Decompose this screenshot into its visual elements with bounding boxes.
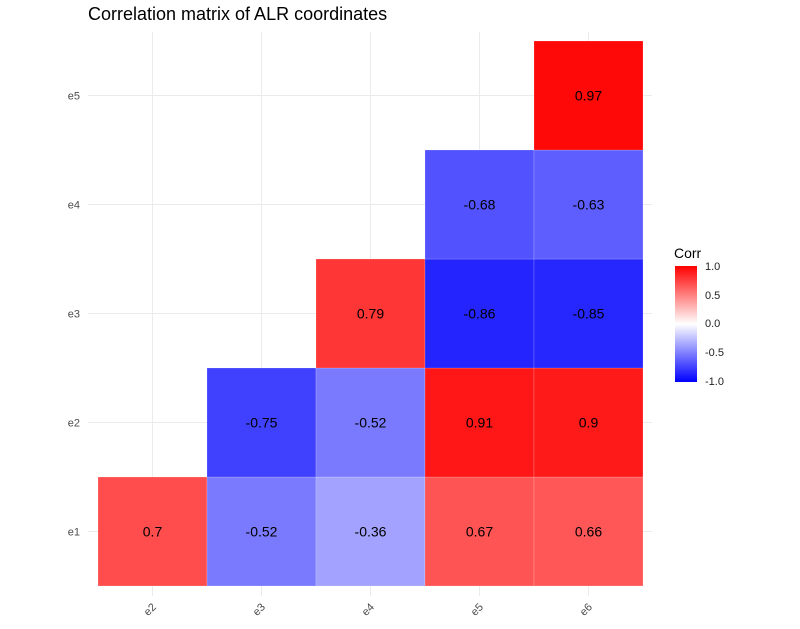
cell-value-label: 0.97 <box>575 88 602 104</box>
heatmap-cell-e2-e1 <box>97 476 208 587</box>
legend-title: Corr <box>674 245 702 261</box>
y-tick-label: e5 <box>68 91 80 103</box>
cell-value-label: -0.36 <box>355 524 387 540</box>
legend-tick-label: -1.0 <box>705 376 724 388</box>
heatmap-cell-e3-e2 <box>206 367 317 478</box>
cell-value-labels: 0.7 -0.52 -0.36 0.67 0.66 -0.75 -0.52 0.91 0.9 0.… <box>143 88 605 540</box>
cell-value-label: 0.7 <box>143 524 163 540</box>
legend-tick-label: -0.5 <box>705 347 724 359</box>
heatmap-cell-e6-e1 <box>533 476 644 587</box>
cell-value-label: -0.68 <box>464 197 496 213</box>
y-tick-label: e1 <box>68 527 80 539</box>
heatmap-cell-e4-e2 <box>315 367 426 478</box>
x-tick-label: e5 <box>469 601 486 618</box>
x-tick-label: e2 <box>142 601 159 618</box>
axis-tick-labels: e1 e2 e3 e4 e5 e2 e3 e4 e5 e6 <box>68 91 595 619</box>
cell-value-label: 0.79 <box>357 306 384 322</box>
cell-value-label: 0.9 <box>579 415 599 431</box>
cell-value-label: -0.63 <box>573 197 605 213</box>
cell-value-label: 0.66 <box>575 524 602 540</box>
legend-color-bar <box>675 266 697 382</box>
heatmap-cell-e4-e3 <box>315 258 426 369</box>
legend-tick-label: 1.0 <box>705 261 721 273</box>
cell-value-label: 0.91 <box>466 415 493 431</box>
heatmap-cell-e6-e5 <box>533 40 644 151</box>
legend-tick-label: 0.5 <box>705 290 721 302</box>
chart-title: Correlation matrix of ALR coordinates <box>88 4 388 24</box>
cell-value-label: -0.86 <box>464 306 496 322</box>
cell-value-label: -0.52 <box>246 524 278 540</box>
y-tick-label: e3 <box>68 309 80 321</box>
cell-value-label: -0.52 <box>355 415 387 431</box>
heatmap-cell-e5-e2 <box>424 367 535 478</box>
y-tick-label: e2 <box>68 418 80 430</box>
cell-value-label: -0.85 <box>573 306 605 322</box>
legend-tick-label: 0.0 <box>705 318 721 330</box>
heatmap-cell-e5-e1 <box>424 476 535 587</box>
heatmap-cell-e6-e4 <box>533 149 644 260</box>
x-tick-label: e3 <box>251 601 268 618</box>
heatmap-cell-e3-e1 <box>206 476 317 587</box>
cell-value-label: 0.67 <box>466 524 493 540</box>
x-tick-label: e6 <box>578 601 595 618</box>
heatmap-cell-e5-e3 <box>424 258 535 369</box>
cell-value-label: -0.75 <box>246 415 278 431</box>
heatmap-cell-e6-e2 <box>533 367 644 478</box>
heatmap-cell-e5-e4 <box>424 149 535 260</box>
x-tick-label: e4 <box>360 601 377 618</box>
heatmap-cell-e6-e3 <box>533 258 644 369</box>
color-legend: Corr 1.0 0.5 0.0 -0.5 -1.0 <box>674 245 724 388</box>
heatmap-cell-e4-e1 <box>315 476 426 587</box>
y-tick-label: e4 <box>68 200 80 212</box>
heatmap-cells <box>97 40 644 587</box>
